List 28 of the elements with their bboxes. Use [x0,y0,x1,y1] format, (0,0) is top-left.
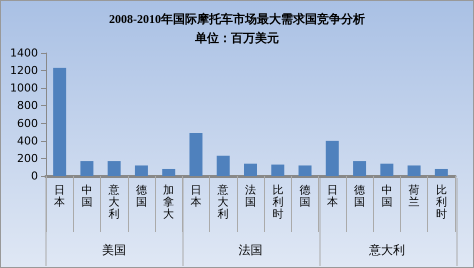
x-tick-label: 比利时 [436,184,447,220]
y-tick-label: 800 [17,99,38,112]
y-tick-label: 400 [17,134,38,148]
x-tick-label: 荷兰 [408,184,420,208]
x-tick-label: 中国 [81,184,92,208]
x-tick-label: 德国 [136,184,147,208]
text: 法国 [238,243,262,257]
chart-subtitle: 单位：百万美元 [194,31,279,45]
x-tick-label: 日本 [190,184,202,208]
text: 美国 [102,243,126,257]
x-tick-label: 比利时 [272,184,284,220]
x-tick-label: 法国 [245,184,256,208]
text: 意大利 [368,243,405,257]
y-tick-label: 1200 [10,64,38,78]
y-tick-label: 1400 [10,46,38,60]
x-tick-label: 中国 [381,184,392,208]
chart-title: 2008-2010年国际摩托车市场最大需求国竞争分析 [109,12,365,26]
x-tick-label: 加拿大 [163,184,174,220]
y-tick-label: 200 [17,152,38,165]
x-tick-label: 德国 [300,184,311,208]
y-tick-label: 1000 [10,82,38,95]
x-tick-label: 日本 [326,184,338,208]
y-tick-label: 600 [17,116,38,130]
x-tick-label: 意大利 [108,184,120,220]
x-tick-label: 日本 [54,184,66,208]
y-tick-label: 0 [31,170,38,182]
x-tick-label: 德国 [354,184,366,208]
x-tick-label: 意大利 [216,184,229,220]
